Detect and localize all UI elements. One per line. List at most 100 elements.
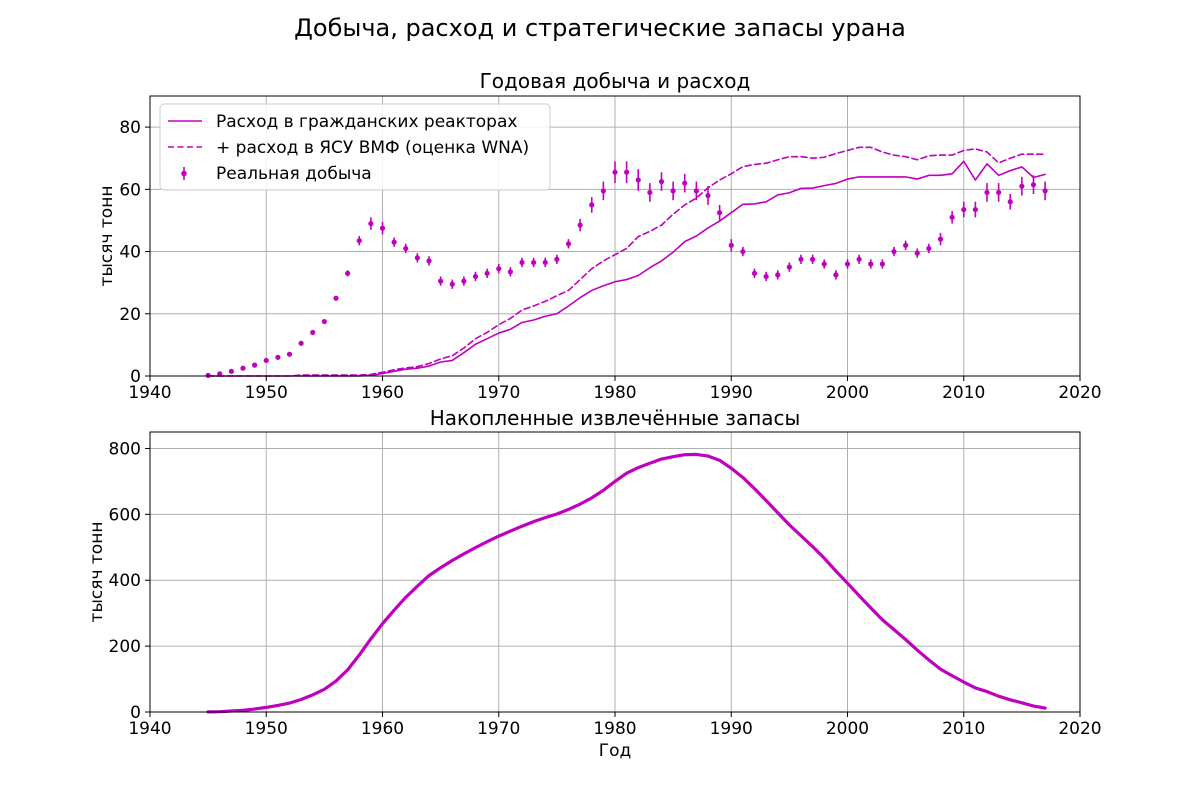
production-point (856, 256, 862, 262)
production-point (589, 202, 595, 208)
production-point (926, 245, 932, 252)
production-point (751, 270, 758, 276)
x-tick-label: 1970 (477, 719, 520, 739)
legend-swatch-marker (181, 170, 187, 177)
top-axes: Годовая добыча и расход 1940 1950 1960 1970… (97, 69, 1102, 403)
production-point (461, 278, 467, 284)
production-point (519, 259, 525, 266)
bottom-axes-ylabel: тысяч тонн (87, 522, 107, 623)
x-tick-label: 1960 (361, 383, 404, 403)
production-point (298, 340, 304, 346)
production-point (368, 220, 374, 227)
production-point (914, 250, 920, 256)
production-point (786, 264, 792, 270)
production-point (996, 189, 1002, 196)
production-point (693, 188, 699, 194)
production-point (821, 261, 827, 267)
production-point (286, 351, 293, 357)
x-tick-label: 1950 (245, 719, 288, 739)
production-point (577, 222, 583, 228)
production-point (426, 258, 432, 264)
y-tick-label: 80 (119, 118, 141, 138)
production-point (310, 329, 316, 336)
production-point (1030, 182, 1037, 188)
x-tick-label: 2010 (942, 719, 985, 739)
legend-label-civil: Расход в гражданских реакторах (216, 112, 517, 132)
top-axes-ylabel: тысяч тонн (97, 186, 117, 287)
y-tick-label: 400 (109, 571, 141, 591)
production-point (798, 256, 804, 262)
production-point (740, 248, 746, 255)
x-tick-label: 2000 (826, 383, 869, 403)
production-point (984, 189, 990, 196)
production-point (379, 225, 386, 231)
bottom-axes-xlabel: Год (599, 741, 632, 761)
cumulative-stockpile-line (206, 452, 1047, 714)
x-tick-label: 2020 (1058, 383, 1101, 403)
y-tick-label: 800 (109, 439, 141, 459)
production-point (472, 273, 479, 280)
navy-consumption-line (207, 146, 1046, 377)
production-point (728, 242, 734, 248)
production-point (496, 266, 502, 272)
production-point (705, 192, 711, 199)
production-point (1007, 199, 1013, 205)
x-tick-label: 2020 (1058, 719, 1101, 739)
production-point (356, 238, 362, 244)
production-point (717, 210, 723, 216)
y-tick-label: 200 (109, 637, 141, 657)
production-point (612, 169, 618, 175)
x-tick-label: 1960 (361, 719, 404, 739)
x-tick-label: 1970 (477, 383, 520, 403)
production-point (205, 372, 211, 378)
y-tick-label: 0 (130, 703, 141, 723)
production-point (844, 261, 851, 267)
production-point (507, 269, 513, 275)
production-point (391, 239, 397, 245)
production-point (275, 354, 281, 360)
production-point (682, 180, 688, 186)
production-point (624, 169, 630, 175)
x-tick-label: 1940 (128, 383, 171, 403)
top-axes-plot-area (205, 146, 1048, 378)
production-point (879, 261, 885, 267)
production-point (484, 270, 490, 276)
y-tick-label: 600 (109, 505, 141, 525)
production-point (252, 362, 258, 368)
production-point (403, 245, 409, 252)
legend-label-navy: + расход в ЯСУ ВМФ (оценка WNA) (216, 138, 529, 158)
production-point (670, 188, 676, 194)
production-point (1042, 188, 1048, 194)
production-point (775, 272, 781, 278)
y-tick-label: 20 (119, 305, 141, 325)
x-tick-label: 1940 (128, 719, 171, 739)
production-point (961, 206, 967, 213)
production-point (658, 178, 665, 185)
production-point (438, 278, 444, 284)
production-point (891, 248, 897, 255)
production-point (414, 255, 420, 261)
x-tick-label: 1950 (245, 383, 288, 403)
production-point (228, 368, 234, 374)
production-point (565, 241, 572, 247)
top-axes-ticks: 1940 1950 1960 1970 1980 1990 2000 2010 2020 0 20 4… (119, 118, 1101, 403)
production-point (240, 365, 246, 371)
x-tick-label: 1990 (710, 383, 753, 403)
top-axes-title: Годовая добыча и расход (480, 69, 751, 93)
production-point (263, 357, 269, 364)
production-point (333, 295, 339, 301)
legend-box (159, 103, 551, 191)
production-point (554, 256, 560, 262)
production-point (972, 206, 978, 213)
y-tick-label: 0 (130, 367, 141, 387)
bottom-axes-title: Накопленные извлечённые запасы (430, 406, 801, 430)
legend: Расход в гражданских реакторах + расход … (159, 103, 551, 191)
bottom-axes-ticks: 1940 1950 1960 1970 1980 1990 2000 2010 2020 0 200… (109, 439, 1102, 739)
production-point (868, 261, 874, 267)
x-tick-label: 1980 (593, 719, 636, 739)
production-point (321, 318, 327, 325)
production-point (531, 259, 537, 266)
legend-label-production: Реальная добыча (216, 164, 372, 184)
x-tick-label: 1980 (593, 383, 636, 403)
